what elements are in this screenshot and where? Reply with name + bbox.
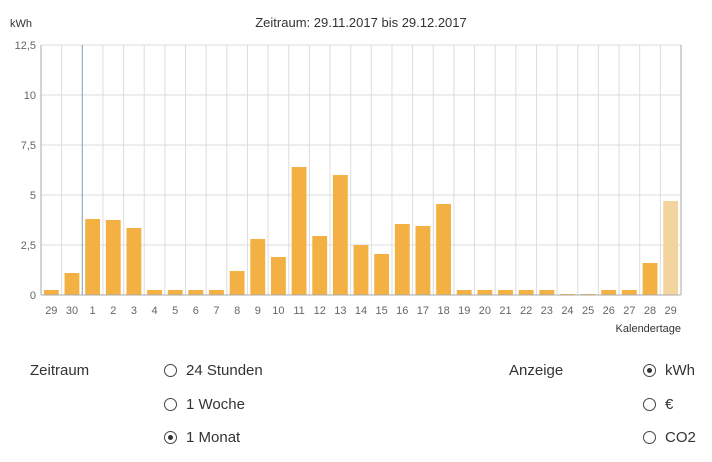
x-tick-label: 30 <box>66 305 78 317</box>
bar[interactable] <box>147 290 162 295</box>
y-tick-label: 2,5 <box>21 240 36 252</box>
x-tick-label: 27 <box>623 305 635 317</box>
y-tick-label: 7,5 <box>21 140 36 152</box>
radio-1-woche-icon[interactable] <box>164 398 177 411</box>
x-tick-label: 23 <box>541 305 553 317</box>
bar[interactable] <box>43 290 59 295</box>
x-tick-label: 13 <box>334 305 346 317</box>
x-tick-label: 28 <box>644 305 656 317</box>
zeitraum-label: Zeitraum <box>30 362 90 379</box>
zeitraum-option-1-monat[interactable]: 1 Monat <box>164 429 240 446</box>
anzeige-option-co2-label: CO2 <box>665 429 696 446</box>
x-tick-label: 22 <box>520 305 532 317</box>
x-tick-label: 9 <box>255 305 261 317</box>
bar[interactable] <box>436 204 452 295</box>
radio-24h-icon[interactable] <box>164 364 177 377</box>
anzeige-option-kwh[interactable]: kWh <box>643 362 695 379</box>
x-tick-label: 21 <box>499 305 511 317</box>
x-tick-label: 19 <box>458 305 470 317</box>
x-tick-label: 12 <box>314 305 326 317</box>
bar[interactable] <box>477 290 493 295</box>
zeitraum-option-24h-label: 24 Stunden <box>186 362 263 379</box>
bar[interactable] <box>518 290 534 295</box>
bar[interactable] <box>601 290 617 295</box>
y-axis-label: kWh <box>10 18 32 30</box>
x-tick-label: 7 <box>213 305 219 317</box>
bar[interactable] <box>394 224 410 295</box>
x-tick-label: 11 <box>293 305 304 317</box>
zeitraum-option-1-woche-label: 1 Woche <box>186 396 245 413</box>
y-tick-label: 10 <box>24 90 36 102</box>
x-tick-label: 1 <box>90 305 96 317</box>
bar[interactable] <box>105 220 121 295</box>
chart-title: Zeitraum: 29.11.2017 bis 29.12.2017 <box>255 15 467 30</box>
bar[interactable] <box>498 290 513 295</box>
bar[interactable] <box>126 228 142 295</box>
x-tick-label: 16 <box>396 305 408 317</box>
bar[interactable] <box>353 245 369 295</box>
x-tick-label: 29 <box>45 305 57 317</box>
bar[interactable] <box>291 167 307 295</box>
bar[interactable] <box>167 290 183 295</box>
radio-1-monat-icon[interactable] <box>164 431 177 444</box>
radio-kwh-icon[interactable] <box>643 364 656 377</box>
x-tick-label: 10 <box>272 305 284 317</box>
bar[interactable] <box>229 271 245 295</box>
x-tick-label: 5 <box>172 305 178 317</box>
zeitraum-option-24h[interactable]: 24 Stunden <box>164 362 263 379</box>
y-tick-label: 12,5 <box>15 40 36 52</box>
bar[interactable] <box>642 263 658 295</box>
radio-euro-icon[interactable] <box>643 398 656 411</box>
x-tick-label: 20 <box>479 305 491 317</box>
bar[interactable] <box>332 175 348 295</box>
anzeige-label: Anzeige <box>509 362 564 379</box>
anzeige-option-euro[interactable]: € <box>643 396 673 413</box>
x-tick-label: 8 <box>234 305 240 317</box>
bar[interactable] <box>64 273 80 295</box>
x-tick-label: 29 <box>665 305 677 317</box>
x-tick-label: 18 <box>437 305 449 317</box>
bar[interactable] <box>209 290 224 295</box>
anzeige-option-euro-label: € <box>665 396 674 413</box>
x-tick-label: 15 <box>376 305 388 317</box>
bar[interactable] <box>270 257 286 295</box>
radio-co2-icon[interactable] <box>643 431 656 444</box>
zeitraum-option-1-monat-label: 1 Monat <box>186 429 241 446</box>
x-axis-label: Kalendertage <box>616 323 681 335</box>
y-tick-label: 5 <box>30 190 36 202</box>
bar[interactable] <box>415 226 431 295</box>
bar[interactable] <box>539 290 555 295</box>
x-tick-label: 2 <box>110 305 116 317</box>
y-tick-label: 0 <box>30 290 36 302</box>
anzeige-option-kwh-label: kWh <box>665 362 695 379</box>
bar[interactable] <box>250 239 266 295</box>
x-tick-label: 3 <box>131 305 137 317</box>
x-tick-label: 4 <box>151 305 157 317</box>
bar[interactable] <box>456 290 472 295</box>
x-tick-label: 6 <box>193 305 199 317</box>
x-tick-label: 25 <box>582 305 594 317</box>
bar[interactable] <box>85 219 101 295</box>
bar[interactable] <box>312 236 328 295</box>
zeitraum-option-1-woche[interactable]: 1 Woche <box>164 396 245 413</box>
x-tick-label: 14 <box>355 305 367 317</box>
bar[interactable] <box>374 254 390 295</box>
bar[interactable] <box>188 290 204 295</box>
x-tick-label: 17 <box>417 305 429 317</box>
anzeige-option-co2[interactable]: CO2 <box>643 429 696 446</box>
bar[interactable] <box>621 290 637 295</box>
x-tick-label: 24 <box>561 305 573 317</box>
x-tick-label: 26 <box>603 305 615 317</box>
bar[interactable] <box>663 201 679 295</box>
